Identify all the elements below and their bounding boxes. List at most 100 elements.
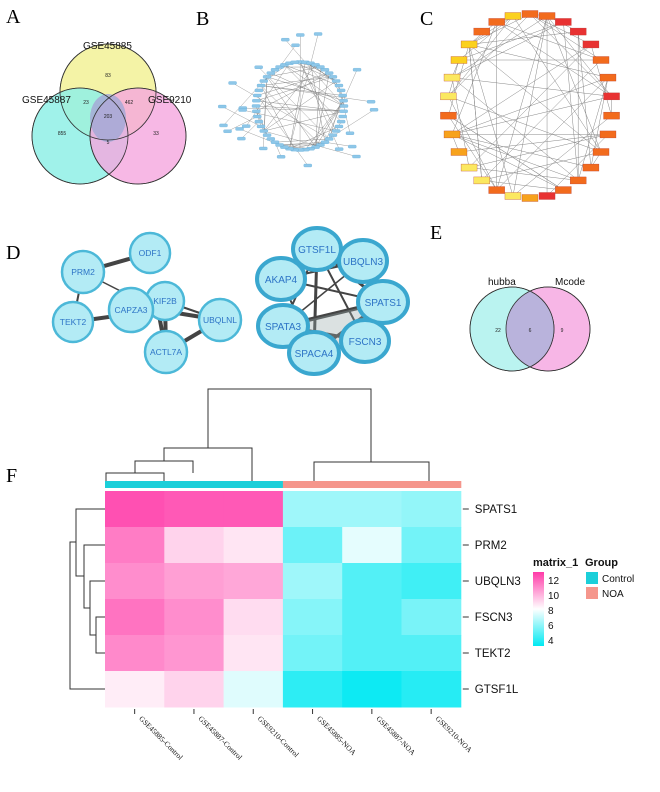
network-b-edge (261, 85, 372, 102)
heatmap-cell (105, 563, 165, 600)
network-b-node (270, 140, 280, 144)
network-b-node (336, 88, 346, 93)
network-b-edge (227, 116, 258, 132)
network-c-edge (469, 167, 579, 181)
network-c-edge (448, 15, 514, 97)
network-c-edge (496, 21, 602, 61)
network-c-edge (512, 15, 602, 153)
network-b-node (275, 143, 284, 147)
network-b-node (320, 140, 330, 144)
network-b-node (320, 68, 330, 72)
heatmap-cell (223, 527, 284, 564)
network-c-node (538, 192, 556, 200)
column-label: GSE9210-NOA (434, 714, 475, 755)
node-akap4 (255, 256, 307, 302)
network-b-edge (263, 111, 344, 132)
network-c (440, 10, 620, 202)
network-b-node (325, 137, 334, 141)
network-b-node (338, 114, 347, 119)
heatmap-f: SPATS1 PRM2 UBQLN3 FSCN3 TEKT2 GTSF1L GSE4588… (69, 388, 634, 762)
network-c-node (440, 111, 457, 120)
network-b-node (228, 81, 237, 85)
heatmap-cell (342, 527, 402, 564)
panel-label-a: A (6, 6, 21, 28)
network-b-node (339, 99, 348, 103)
network-c-edge (451, 77, 612, 97)
network-c-edge (577, 77, 609, 181)
venn-a-count-45887-9210: 5 (107, 140, 110, 146)
network-c-edge (512, 115, 612, 197)
panel-label-f: F (6, 465, 18, 487)
network-c-edge (468, 44, 602, 153)
heatmap-cell (282, 635, 343, 672)
network-c-edge (468, 44, 483, 181)
network-b-node (253, 93, 262, 98)
group-annotation-bar (105, 481, 462, 488)
network-b-node (332, 129, 341, 133)
node-ubqln3 (337, 238, 389, 284)
clusters-d: ODF1 PRM2 KIF2B CAPZA3 UBQLNL TEKT2 ACTL… (51, 226, 410, 376)
row-label: SPATS1 (475, 504, 517, 516)
group-legend: Group Control NOA (585, 557, 634, 600)
network-b-node (262, 75, 272, 79)
label-spata3: SPATA3 (265, 322, 302, 333)
network-b-edge (255, 105, 344, 112)
network-b-edge (310, 63, 326, 143)
column-dendrogram (105, 388, 430, 481)
network-c-edge (451, 21, 564, 78)
colorbar-title: matrix_1 (533, 557, 578, 569)
network-b-node (345, 131, 355, 135)
network-b-edge (284, 64, 345, 107)
network-b-node (252, 99, 261, 103)
network-b-edge (232, 82, 330, 140)
venn-a-count-45885-45887: 23 (83, 100, 89, 106)
colorbar-tick-label: 6 (548, 621, 554, 632)
heatmap-cell (223, 563, 284, 600)
network-c-node (521, 10, 539, 18)
heatmap-cell (282, 599, 343, 636)
heatmap-cell (164, 527, 225, 564)
network-b-edge (263, 76, 268, 149)
heatmap-cell (164, 599, 225, 636)
network-b-edge (256, 76, 333, 101)
network-b-node (252, 109, 261, 113)
row-label: UBQLN3 (475, 576, 521, 588)
network-b-node (335, 147, 344, 151)
network-b-node (348, 144, 357, 149)
column-label: GSE45885-Control (137, 714, 185, 762)
column-label: GSE9210-Control (256, 714, 301, 759)
heatmap-cell (282, 671, 343, 708)
network-b-node (325, 71, 334, 75)
group-bar-cell (223, 481, 284, 488)
network-c-node (555, 18, 572, 26)
venn-a-label-gse45887: GSE45887 (22, 95, 71, 106)
network-c-edge (496, 77, 609, 191)
network-c-edge (468, 15, 514, 45)
network-c-node (603, 92, 620, 101)
network-c-edge (529, 13, 612, 97)
heatmap-cell (342, 671, 402, 708)
network-b-node (369, 108, 379, 112)
network-b-node (259, 146, 268, 151)
network-b-node (262, 133, 272, 137)
network-b-node (276, 155, 286, 159)
colorbar-tick-label: 10 (548, 591, 560, 602)
row-label: TEKT2 (475, 648, 511, 660)
network-b-node (336, 119, 346, 124)
colorbar-tick-label: 8 (548, 606, 554, 617)
network-b-node (270, 68, 280, 72)
network-b-edge (289, 62, 306, 149)
row-label: FSCN3 (475, 612, 513, 624)
network-c-node (603, 111, 620, 120)
colorbar-tick-label: 12 (548, 576, 560, 587)
venn-a-count-only-45885: 83 (105, 73, 111, 79)
network-c-edge (448, 13, 531, 97)
label-kif2b: KIF2B (153, 296, 177, 306)
network-c-edge (481, 151, 602, 181)
network-b-node (254, 88, 264, 93)
network-c-node (592, 148, 610, 156)
network-c-node (521, 194, 539, 202)
network-c-node (570, 27, 587, 36)
heatmap-cell (401, 563, 462, 600)
network-b-edge (324, 142, 353, 147)
